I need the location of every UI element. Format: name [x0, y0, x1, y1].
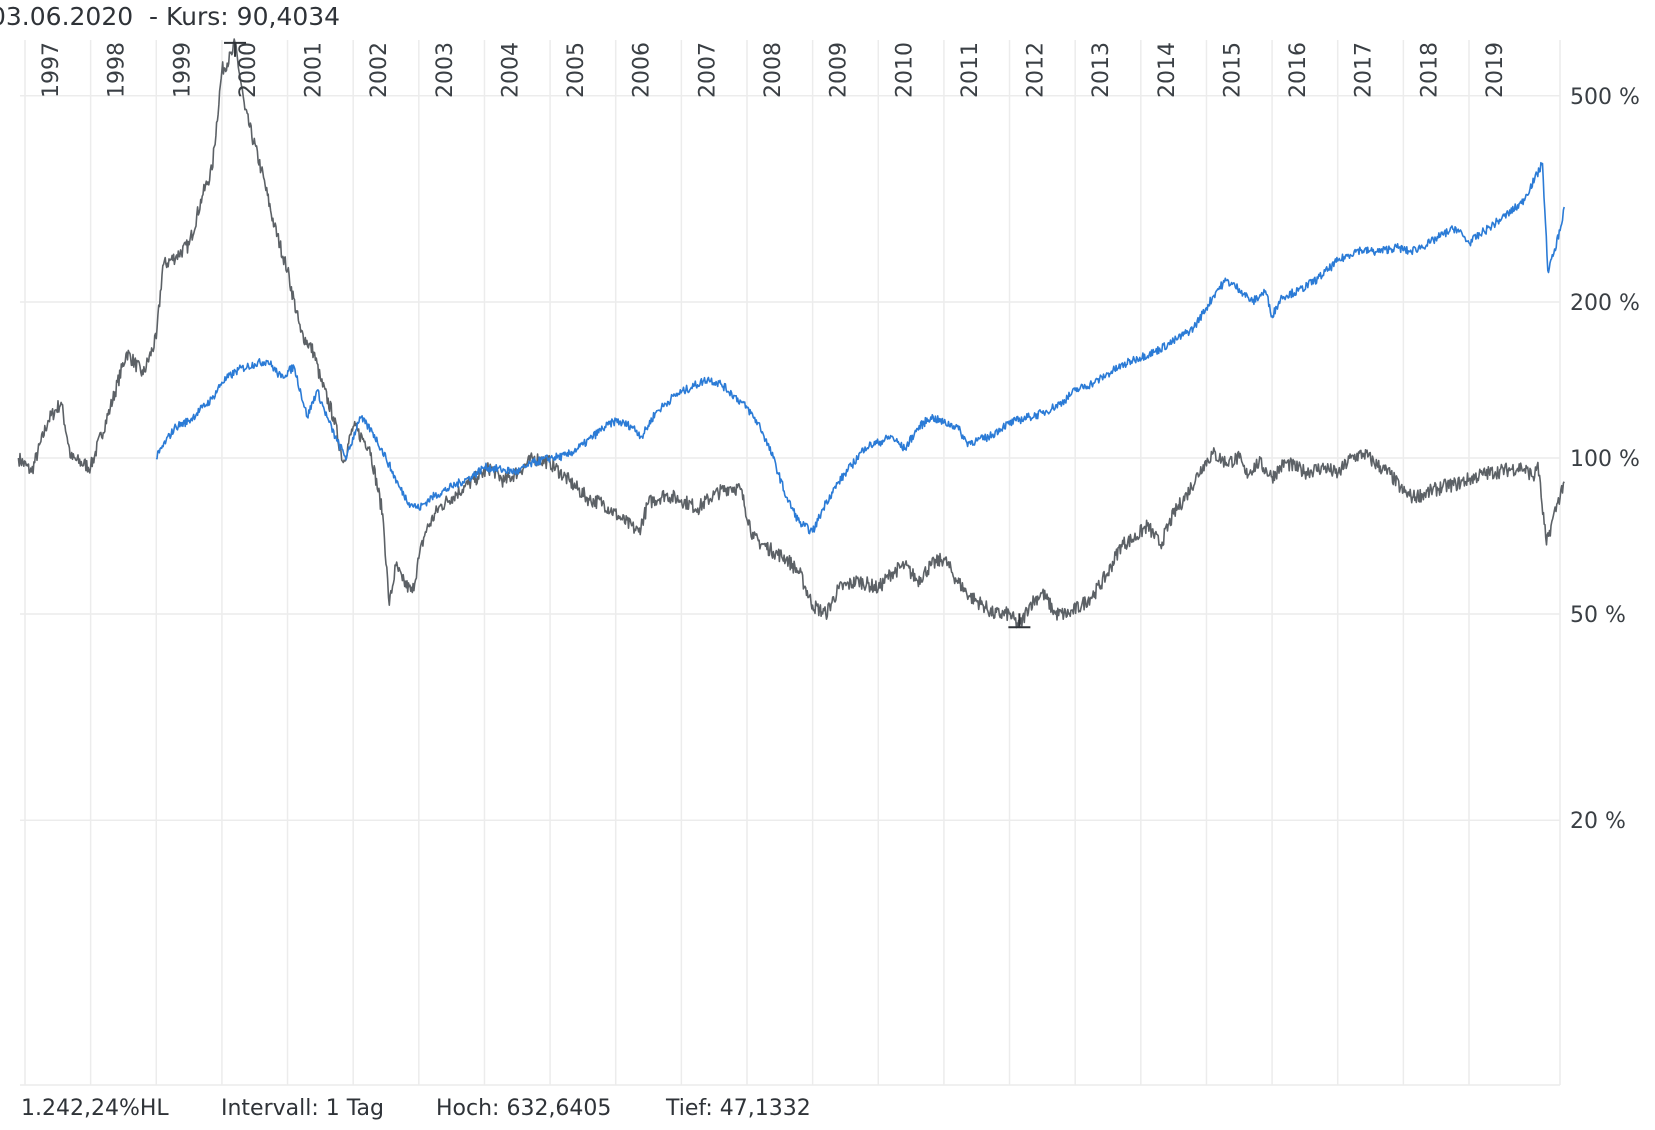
x-tick-label: 2017 [1352, 42, 1377, 98]
x-tick-label: 2005 [564, 42, 589, 98]
x-tick-label: 2013 [1089, 42, 1114, 98]
chart-title: 03.06.2020 - Kurs: 90,4034 [0, 2, 340, 31]
x-tick-label: 2006 [630, 42, 655, 98]
x-tick-label: 2009 [827, 42, 852, 98]
price-series-line [17, 38, 1565, 629]
footer-low: Tief: 47,1332 [666, 1096, 811, 1121]
y-tick-label: 50 % [1570, 603, 1626, 628]
x-tick-label: 2000 [236, 42, 261, 98]
x-tick-label: 2019 [1483, 42, 1508, 98]
x-tick-label: 1997 [39, 42, 64, 98]
benchmark-series-line [155, 161, 1565, 535]
x-tick-label: 2016 [1286, 42, 1311, 98]
x-tick-label: 2010 [892, 42, 917, 98]
header-price: - Kurs: 90,4034 [149, 2, 341, 31]
header-date: 03.06.2020 [0, 2, 134, 31]
y-tick-label: 100 % [1570, 447, 1640, 472]
x-axis-labels: 1997 1998 1999 2000 2001 2002 2003 2004 2005 2006… [39, 42, 1508, 98]
x-tick-label: 2003 [433, 42, 458, 98]
series-layer [17, 38, 1565, 629]
x-tick-label: 1998 [105, 42, 130, 98]
x-tick-label: 2015 [1220, 42, 1245, 98]
footer-interval: Intervall: 1 Tag [221, 1096, 385, 1121]
y-tick-label: 20 % [1570, 809, 1626, 834]
y-tick-label: 500 % [1570, 85, 1640, 110]
x-tick-label: 1999 [170, 42, 195, 98]
x-tick-label: 2008 [761, 42, 786, 98]
x-tick-label: 2004 [498, 42, 523, 98]
x-tick-label: 2018 [1417, 42, 1442, 98]
x-tick-label: 2012 [1024, 42, 1049, 98]
grid-layer [20, 40, 1561, 1086]
y-tick-label: 200 % [1570, 291, 1640, 316]
x-tick-label: 2002 [367, 42, 392, 98]
x-tick-label: 2014 [1155, 42, 1180, 98]
x-tick-label: 2011 [958, 42, 983, 98]
y-axis-labels: 500 % 200 % 100 % 50 % 20 % [1570, 85, 1640, 834]
footer-high: Hoch: 632,6405 [436, 1096, 612, 1121]
x-tick-label: 2007 [695, 42, 720, 98]
x-tick-label: 2001 [302, 42, 327, 98]
footer-performance: 1.242,24%HL [21, 1096, 169, 1121]
extreme-markers [224, 41, 1031, 629]
